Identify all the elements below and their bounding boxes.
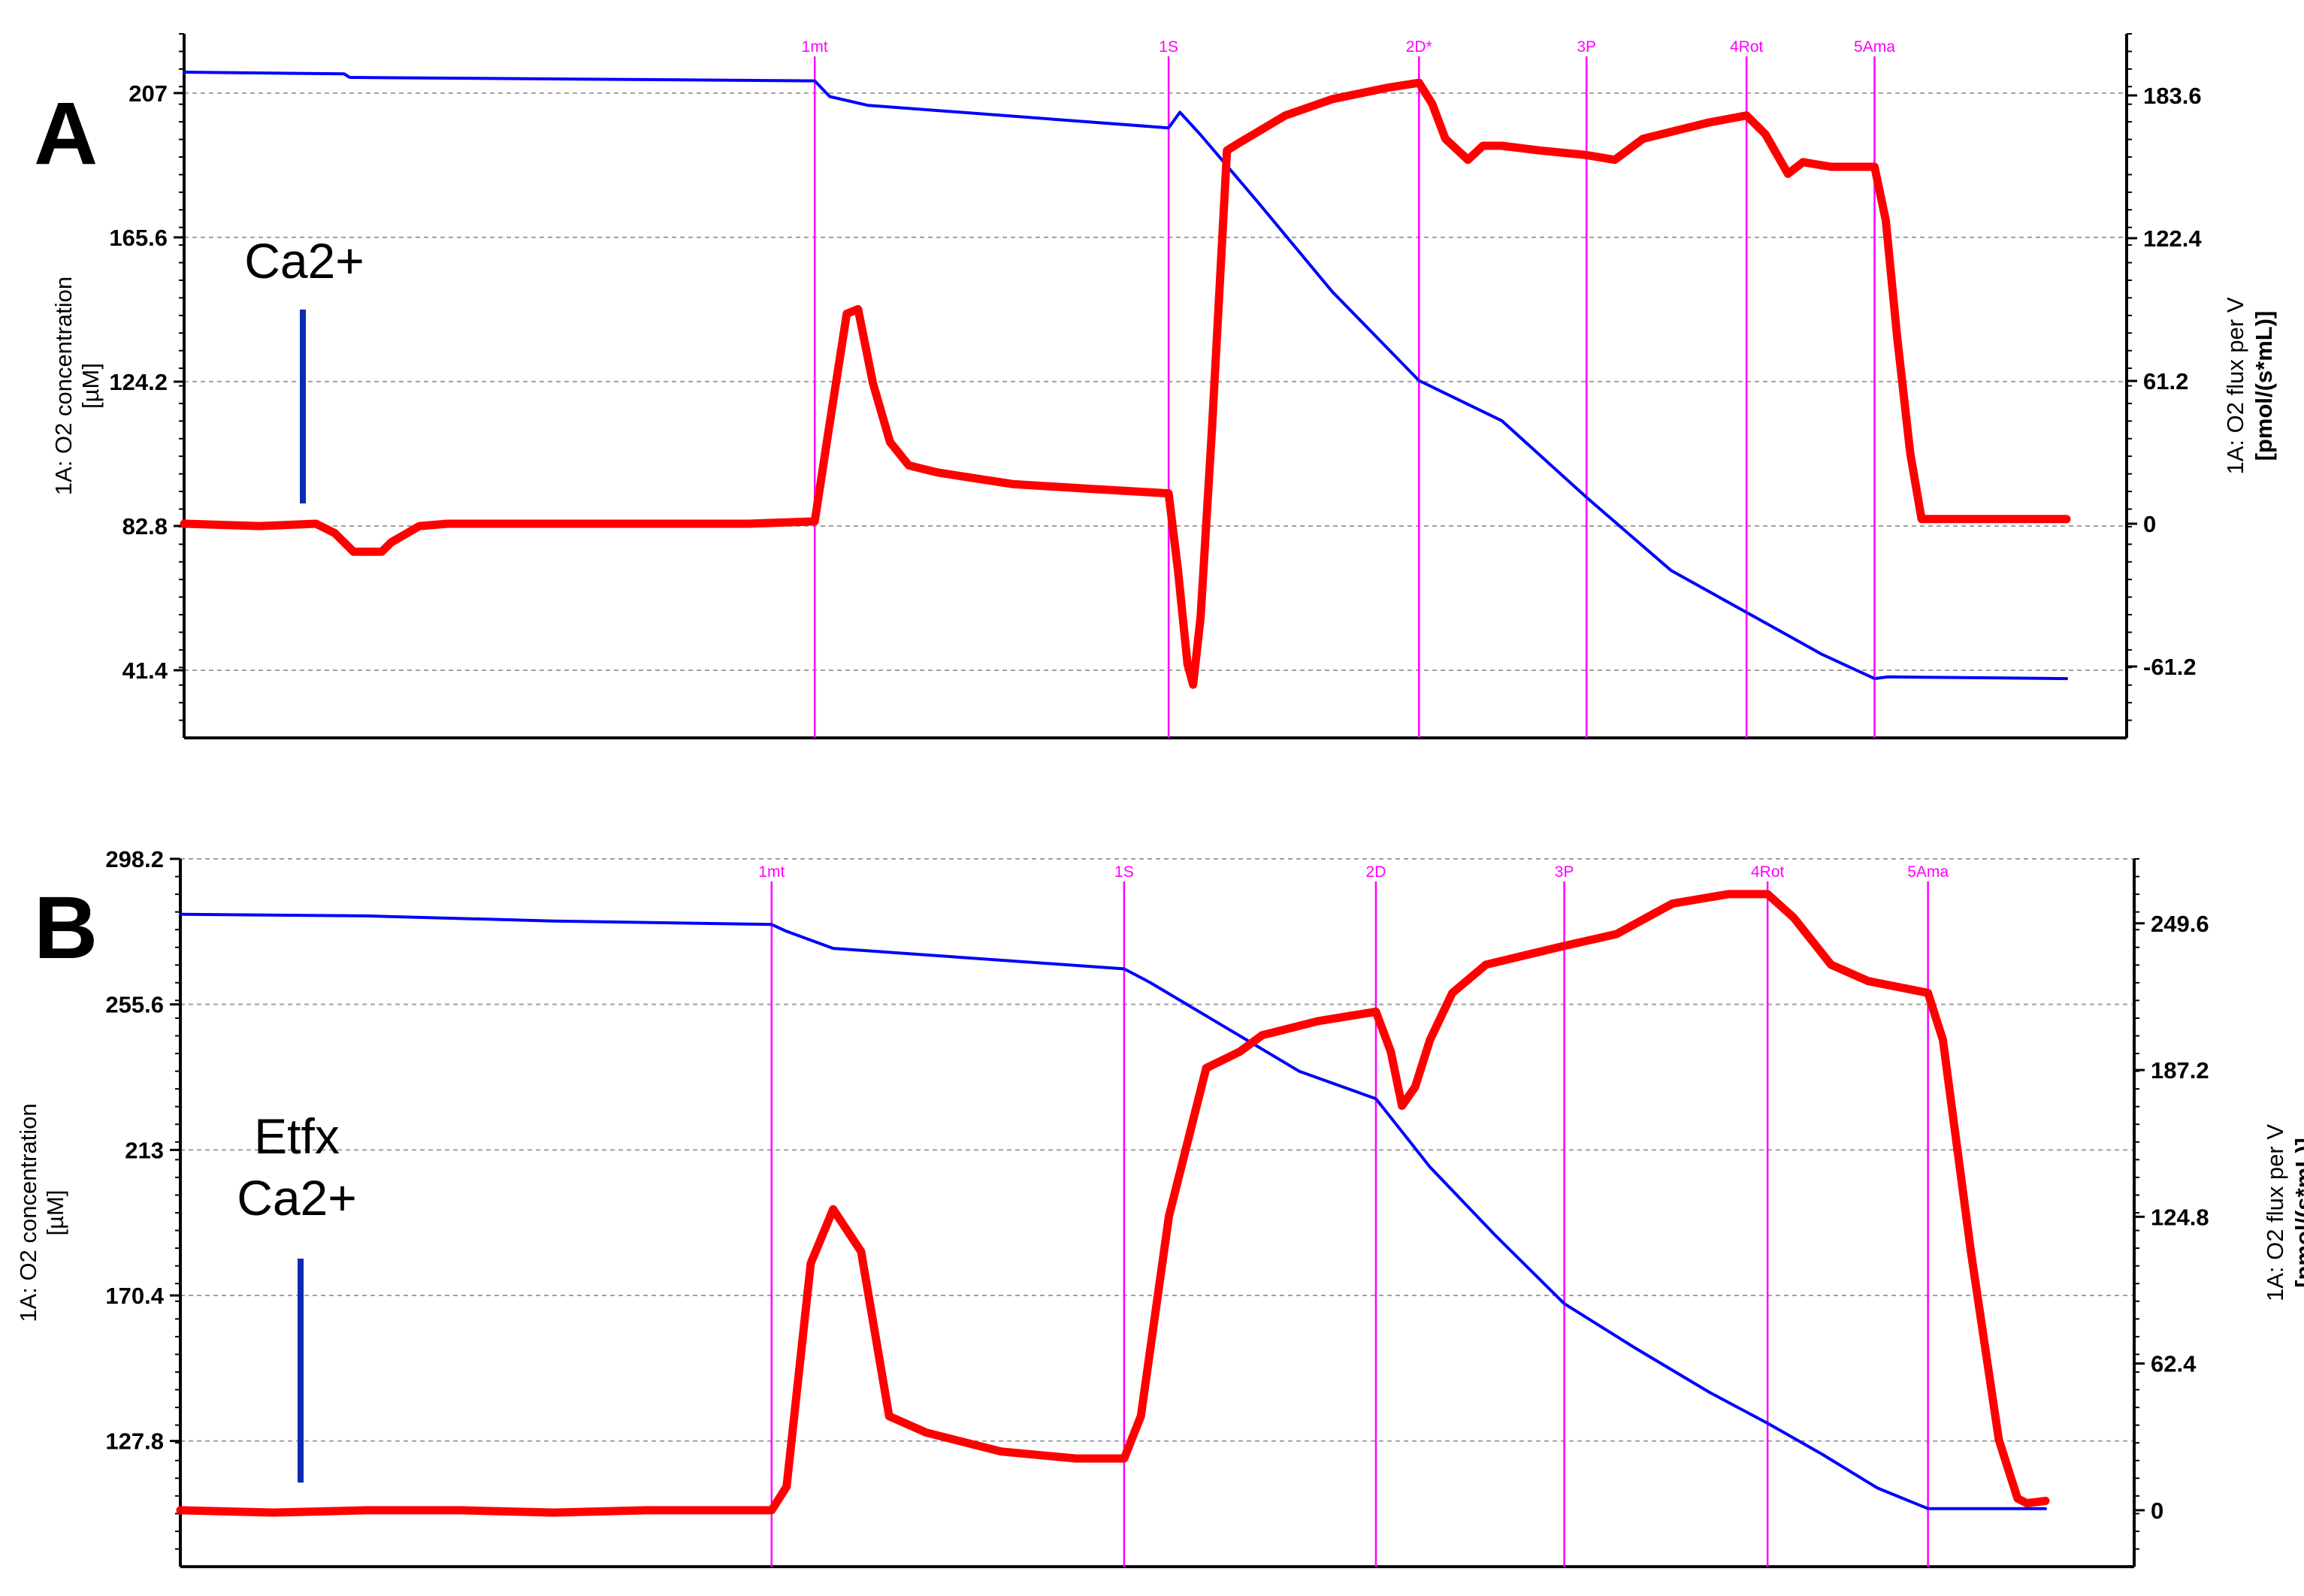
panel-a-event-label: 1mt [802,38,828,56]
panel-b-right-axis-title-line1: 1A: O2 flux per V [2262,1124,2288,1301]
panel-a-right-axis-title-line2: [pmol/(s*mL)] [2251,311,2277,461]
panel-a-left-tick-label: 124.2 [109,369,168,395]
panel-a-left-axis-title-line2: [µM] [77,363,104,409]
panel-a-left-axis-title-line1: 1A: O2 concentration [50,277,77,495]
panel-b-right-tick-label: 249.6 [2151,911,2209,937]
panel-a-event-label: 4Rot [1730,38,1764,56]
panel-b-event-label: 5Ama [1907,863,1949,881]
panel-b-left-tick-label: 170.4 [105,1283,164,1309]
panel-b-right-tick-label: 124.8 [2151,1204,2209,1230]
panel-b-event-label: 2D [1366,863,1386,881]
panel-b-right-tick-label: 0 [2151,1498,2163,1524]
panel-a-right-tick-label: 183.6 [2143,83,2202,109]
panel-a-left-axis-title: 1A: O2 concentration[µM] [50,277,104,495]
panel-b-annotation-text: Etfx [254,1108,340,1164]
panel-b-annotation-text: Ca2+ [237,1170,357,1226]
panel-a-event-label: 3P [1577,38,1596,56]
panel-a-right-tick-label: 122.4 [2143,225,2202,252]
panel-b-right-tick-label: 187.2 [2151,1057,2209,1084]
panel-a-annotation-text: Ca2+ [244,233,364,289]
panel-a-left-tick-label: 165.6 [109,225,168,251]
panel-a-right-axis-title-line1: 1A: O2 flux per V [2222,297,2248,474]
panel-a-left-tick-label: 82.8 [122,513,168,540]
panel-b-event-label: 1S [1114,863,1134,881]
panel-b-left-axis-title-line2: [µM] [42,1190,68,1236]
panel-a-right-tick-label: 61.2 [2143,368,2188,394]
panel-b-panel-label: B [34,878,98,978]
panel-a-right-tick-label: 0 [2143,511,2156,537]
panel-b-right-axis-title-line2: [pmol/(s*mL)] [2290,1138,2304,1288]
panel-a-left-tick-label: 207 [129,80,168,107]
panel-b-left-axis-title: 1A: O2 concentration[µM] [15,1103,68,1322]
panel-a-right-tick-label: -61.2 [2143,654,2197,680]
panel-a-event-label: 2D* [1406,38,1432,56]
panel-b-left-tick-label: 255.6 [105,992,164,1018]
chart-panel-a: 207 165.6 124.2 82.8 41.4 183.6 122.4 61.2 0 -61.… [34,33,2277,739]
panel-a-panel-label: A [34,84,98,183]
panel-b-event-label: 1mt [758,863,785,881]
panel-a-o2-concentration-line [183,71,2068,681]
panel-a-o2-flux-line [180,78,2071,689]
panel-b-left-tick-label: 127.8 [105,1428,164,1455]
panel-a-right-axis-title: 1A: O2 flux per V[pmol/(s*mL)] [2222,297,2277,474]
panel-a-event-label: 5Ama [1854,38,1895,56]
panel-b-right-tick-label: 62.4 [2151,1351,2197,1377]
panel-b-left-axis-title-line1: 1A: O2 concentration [15,1103,41,1322]
chart-panel-b: 298.2 255.6 213 170.4 127.8 249.6 187.2 124.8 62… [15,846,2304,1568]
panel-b-o2-concentration-line [179,912,2047,1510]
panel-b-right-axis-title: 1A: O2 flux per V[pmol/(s*mL)] [2262,1124,2304,1301]
panel-b-event-label: 3P [1555,863,1574,881]
panel-a-left-tick-label: 41.4 [122,657,168,684]
panel-b-event-label: 4Rot [1751,863,1785,881]
panel-a-event-label: 1S [1159,38,1178,56]
panel-b-left-tick-label: 213 [125,1137,164,1163]
panel-b-o2-flux-line [176,890,2050,1517]
panel-b-left-tick-label: 298.2 [105,846,164,872]
